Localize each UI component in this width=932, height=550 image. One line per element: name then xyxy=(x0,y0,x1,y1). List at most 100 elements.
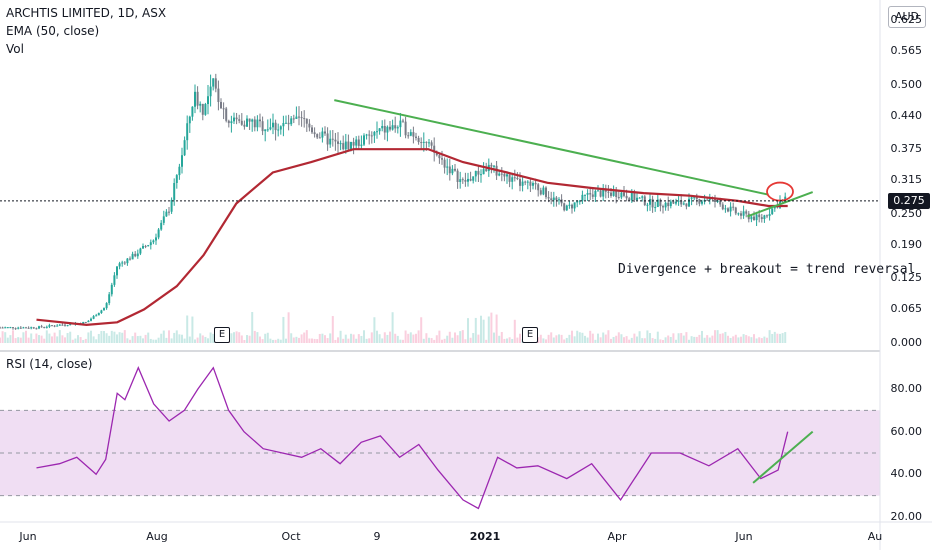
candle-body xyxy=(64,324,66,326)
candle-body xyxy=(212,78,215,87)
support-trendline[interactable] xyxy=(747,191,814,218)
rsi-trendline[interactable] xyxy=(752,430,814,484)
volume-bar xyxy=(253,330,256,343)
candle-body xyxy=(178,166,181,176)
candle-body xyxy=(513,177,516,179)
volume-bar xyxy=(422,338,425,343)
candle-body xyxy=(290,118,293,125)
symbol-title[interactable]: ARCHTIS LIMITED, 1D, ASX xyxy=(6,6,167,20)
volume-bar xyxy=(142,338,144,343)
candle-body xyxy=(404,121,407,136)
volume-bar xyxy=(742,334,745,343)
candle-body xyxy=(766,215,768,217)
candle-body xyxy=(425,141,428,143)
volume-bar xyxy=(51,336,53,343)
volume-bar xyxy=(178,334,181,343)
candle-body xyxy=(272,122,274,128)
volume-bar xyxy=(545,339,547,343)
candle-body xyxy=(1,327,4,329)
volume-bar xyxy=(495,314,498,343)
volume-bar xyxy=(300,334,303,343)
volume-bar xyxy=(607,330,610,343)
volume-bar xyxy=(352,334,355,343)
candle-body xyxy=(116,266,118,276)
candle-body xyxy=(53,325,56,327)
volume-bar xyxy=(469,337,472,343)
annotation-text[interactable]: Divergence + breakout = trend reversal xyxy=(618,262,916,277)
ema-line[interactable] xyxy=(36,148,788,327)
volume-bar xyxy=(454,332,456,343)
volume-bar xyxy=(30,333,33,343)
candle-body xyxy=(734,207,737,214)
volume-bar xyxy=(204,336,207,343)
volume-bar xyxy=(487,316,490,343)
candle-body xyxy=(690,197,693,199)
volume-bar xyxy=(43,338,46,343)
rsi-legend[interactable]: RSI (14, close) xyxy=(6,357,93,371)
volume-bar xyxy=(721,333,724,343)
candle-body xyxy=(344,141,347,150)
candle-body xyxy=(394,125,397,129)
volume-bar xyxy=(630,337,633,343)
candle-body xyxy=(181,155,183,167)
volume-bar xyxy=(256,332,259,343)
volume-bar xyxy=(654,338,657,343)
volume-legend[interactable]: Vol xyxy=(6,42,24,56)
volume-bar xyxy=(542,338,545,343)
candle-body xyxy=(118,263,121,267)
volume-bar xyxy=(269,338,272,343)
volume-bar xyxy=(776,333,779,343)
volume-bar xyxy=(183,338,186,343)
candle-body xyxy=(25,327,27,329)
volume-bar xyxy=(58,330,61,343)
volume-bar xyxy=(381,338,384,343)
ema-legend[interactable]: EMA (50, close) xyxy=(6,24,100,38)
candle-body xyxy=(459,179,462,182)
candle-body xyxy=(9,327,12,329)
candle-body xyxy=(675,201,677,204)
candle-body xyxy=(300,117,303,119)
resistance-trendline[interactable] xyxy=(334,99,769,196)
candle-body xyxy=(451,168,454,174)
candle-body xyxy=(134,253,137,257)
volume-bar xyxy=(318,333,321,343)
candle-body xyxy=(173,183,176,200)
volume-bar xyxy=(480,315,482,343)
volume-bar xyxy=(446,335,449,343)
price-tick-label: 0.375 xyxy=(890,142,923,156)
candle-body xyxy=(363,135,365,145)
volume-bar xyxy=(337,337,339,343)
candle-body xyxy=(469,178,472,181)
volume-bar xyxy=(396,335,399,343)
rsi-line[interactable] xyxy=(36,366,789,510)
earnings-badge[interactable]: E xyxy=(522,327,538,343)
candle-body xyxy=(82,322,85,324)
volume-bar xyxy=(40,335,43,343)
candle-body xyxy=(524,181,527,183)
volume-bar xyxy=(251,312,254,343)
rsi-drawing-layer[interactable] xyxy=(752,430,814,484)
time-tick-label: Jun xyxy=(735,530,753,543)
volume-bar xyxy=(402,339,404,343)
volume-bar xyxy=(477,334,480,343)
volume-bar xyxy=(643,338,646,343)
volume-bar xyxy=(456,335,459,343)
candle-body xyxy=(350,141,352,150)
candle-body xyxy=(732,206,735,208)
candle-body xyxy=(664,202,667,208)
candle-body xyxy=(649,198,651,205)
volume-bar xyxy=(100,330,103,343)
candle-body xyxy=(66,325,69,327)
volume-bar xyxy=(19,337,22,343)
candle-body xyxy=(214,78,217,89)
volume-bar xyxy=(464,339,467,343)
volume-bar xyxy=(92,336,95,343)
volume-bar xyxy=(747,336,750,343)
candle-body xyxy=(430,142,433,146)
volume-bar xyxy=(194,339,196,343)
currency-button[interactable]: AUD xyxy=(887,6,926,28)
candle-body xyxy=(108,294,111,304)
earnings-badge[interactable]: E xyxy=(214,327,230,343)
volume-bar xyxy=(459,331,462,343)
